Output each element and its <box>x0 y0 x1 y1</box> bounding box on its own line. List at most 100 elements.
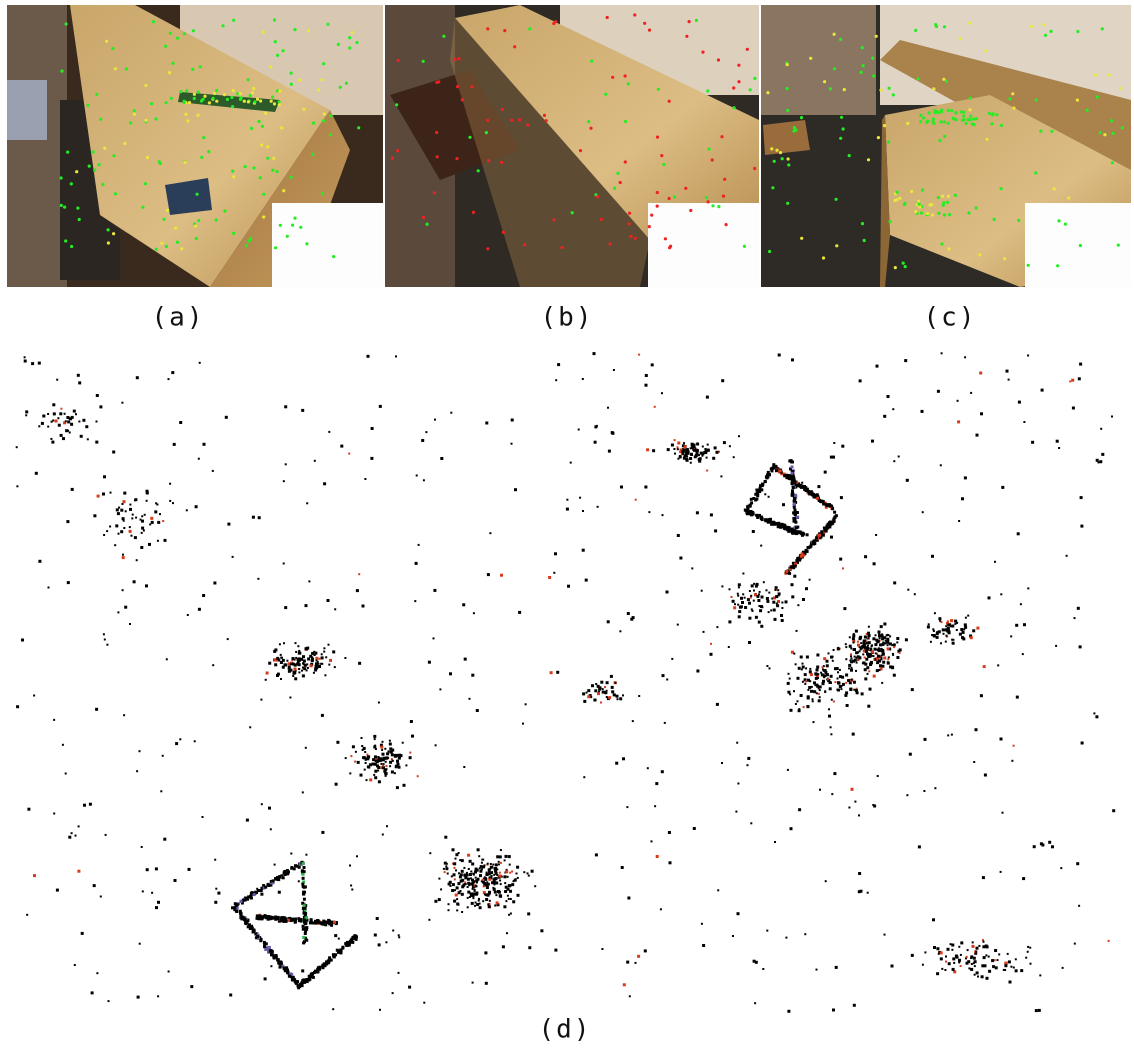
point <box>202 816 204 818</box>
feature-point <box>717 205 720 208</box>
feature-point <box>1094 73 1097 76</box>
feature-point <box>809 57 812 60</box>
point <box>892 408 894 410</box>
point <box>157 995 159 997</box>
point <box>882 661 885 664</box>
point <box>306 502 308 504</box>
point <box>616 695 619 698</box>
point <box>417 775 419 777</box>
point <box>445 865 447 867</box>
point <box>606 681 609 684</box>
feature-point <box>1064 223 1067 226</box>
point <box>756 583 759 586</box>
point <box>336 741 339 744</box>
point <box>69 432 71 434</box>
feature-point <box>867 158 870 161</box>
feature-point <box>239 92 242 95</box>
point <box>964 476 967 479</box>
point <box>123 527 125 529</box>
point <box>292 657 295 660</box>
point <box>853 1004 856 1007</box>
feature-point <box>829 87 832 90</box>
point <box>195 505 198 508</box>
point <box>864 668 867 671</box>
feature-point <box>197 114 200 117</box>
point <box>299 918 302 921</box>
point <box>268 807 271 810</box>
point <box>792 478 795 481</box>
point <box>499 880 501 882</box>
point <box>302 655 305 658</box>
point <box>714 446 717 449</box>
point <box>319 658 321 660</box>
point <box>811 686 813 688</box>
point <box>777 589 779 591</box>
feature-point <box>212 97 215 100</box>
feature-point <box>144 84 147 87</box>
point <box>716 451 719 454</box>
point <box>140 546 143 549</box>
point <box>444 862 447 865</box>
point <box>887 658 889 660</box>
point <box>918 845 921 848</box>
point <box>867 644 869 646</box>
feature-point <box>648 225 651 228</box>
point <box>323 651 325 653</box>
point <box>70 423 73 426</box>
point <box>836 689 838 691</box>
point <box>847 680 849 682</box>
point <box>212 470 214 472</box>
feature-point <box>188 101 191 104</box>
feature-point <box>633 13 636 16</box>
point <box>751 513 754 516</box>
point <box>830 523 833 526</box>
feature-point <box>144 182 147 185</box>
point <box>284 663 287 666</box>
point <box>96 394 99 397</box>
point <box>755 961 758 964</box>
point <box>434 900 437 903</box>
point <box>972 945 975 948</box>
point <box>980 694 983 697</box>
point <box>933 946 936 949</box>
point <box>732 935 734 937</box>
point <box>992 965 995 968</box>
point <box>402 742 404 744</box>
point <box>837 678 839 680</box>
point <box>585 579 588 582</box>
feature-point <box>800 116 803 119</box>
point <box>1074 943 1076 945</box>
point <box>283 967 286 970</box>
point <box>661 392 663 394</box>
point <box>770 609 772 611</box>
point <box>1008 960 1011 963</box>
feature-point <box>442 35 445 38</box>
point <box>930 641 932 643</box>
point <box>95 441 98 444</box>
point <box>834 681 836 683</box>
feature-point <box>1119 87 1122 90</box>
point <box>103 633 105 635</box>
feature-point <box>426 223 429 226</box>
point <box>702 944 705 947</box>
feature-point <box>192 29 195 32</box>
point <box>747 508 750 511</box>
point <box>973 962 975 964</box>
point <box>983 941 985 943</box>
point <box>701 923 703 925</box>
point <box>677 442 680 445</box>
point <box>637 955 640 958</box>
feature-point <box>243 100 246 103</box>
feature-point <box>768 250 771 253</box>
point <box>303 660 306 663</box>
feature-point <box>461 98 464 101</box>
point <box>493 878 496 881</box>
point <box>139 943 141 945</box>
point <box>476 882 478 884</box>
feature-point <box>247 78 250 81</box>
feature-point <box>454 58 457 61</box>
point <box>774 589 776 591</box>
point <box>21 639 24 642</box>
point <box>286 971 289 974</box>
feature-point <box>129 121 132 124</box>
